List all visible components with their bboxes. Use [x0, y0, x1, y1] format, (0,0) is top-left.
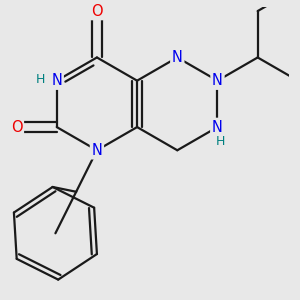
Text: O: O [11, 120, 22, 135]
Text: N: N [212, 120, 223, 135]
Text: H: H [215, 135, 225, 148]
Text: H: H [36, 73, 45, 86]
Text: O: O [91, 4, 103, 19]
Text: N: N [172, 50, 183, 65]
Text: N: N [212, 73, 223, 88]
Text: N: N [51, 73, 62, 88]
Text: N: N [212, 120, 223, 135]
Text: N: N [92, 143, 102, 158]
